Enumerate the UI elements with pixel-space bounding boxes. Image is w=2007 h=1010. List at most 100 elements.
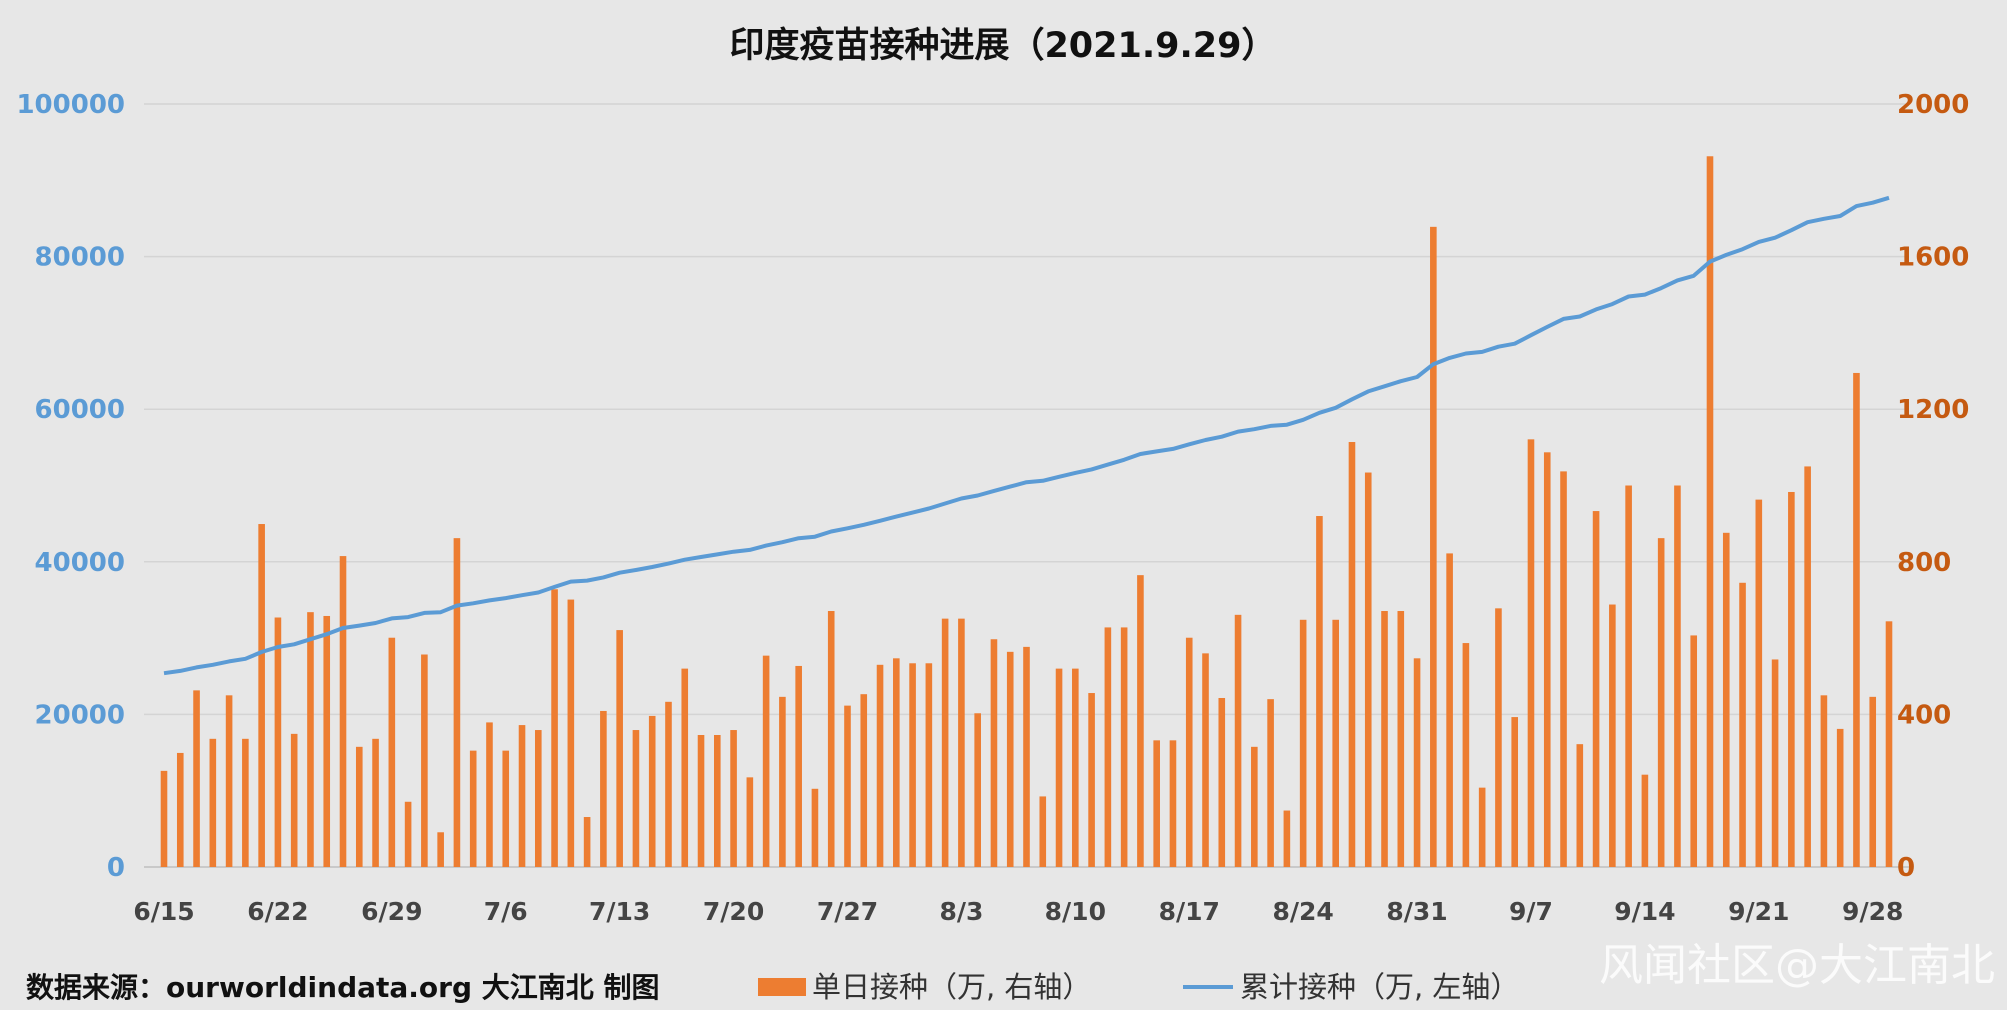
legend-line-label: 累计接种（万, 左轴） xyxy=(1240,970,1519,1004)
left-tick-label: 20000 xyxy=(35,700,125,730)
bar-7/18 xyxy=(697,735,705,867)
bar-8/28 xyxy=(1364,472,1372,867)
x-tick-label: 8/31 xyxy=(1386,897,1447,926)
bar-6/29 xyxy=(388,637,396,867)
bar-7/15 xyxy=(648,715,656,867)
x-axis-ticks: 6/15 6/22 6/29 7/6 7/13 7/20 7/27 8/3 8/10 8/17 8/… xyxy=(133,897,1903,926)
bar-7/3 xyxy=(453,538,461,867)
bar-8/16 xyxy=(1169,740,1177,867)
bar-8/22 xyxy=(1267,699,1274,867)
bar-7/8 xyxy=(534,730,542,867)
bar-6/24 xyxy=(307,612,314,867)
x-tick-label: 8/24 xyxy=(1272,897,1333,926)
bar-9/23 xyxy=(1788,491,1795,867)
bar-7/9 xyxy=(551,589,558,867)
bar-7/14 xyxy=(632,730,640,867)
x-tick-label: 8/17 xyxy=(1159,897,1220,926)
bar-9/27 xyxy=(1853,372,1860,867)
bar-8/3 xyxy=(958,618,965,867)
bar-9/26 xyxy=(1836,728,1844,867)
bar-8/23 xyxy=(1283,810,1291,867)
bar-9/14 xyxy=(1641,774,1649,867)
bar-7/6 xyxy=(502,750,510,867)
right-tick-label: 800 xyxy=(1897,548,1951,578)
x-tick-label: 9/14 xyxy=(1614,897,1675,926)
bar-8/21 xyxy=(1251,746,1258,867)
x-tick-label: 7/27 xyxy=(817,897,878,926)
bar-6/19 xyxy=(225,695,233,867)
bar-9/9 xyxy=(1560,471,1567,867)
bar-7/25 xyxy=(811,788,819,867)
bar-9/19 xyxy=(1722,532,1730,867)
bar-7/12 xyxy=(600,710,607,867)
bar-9/18 xyxy=(1706,156,1714,867)
bar-6/30 xyxy=(404,801,412,867)
bar-8/1 xyxy=(925,663,933,867)
bar-7/26 xyxy=(827,611,835,867)
bar-8/26 xyxy=(1332,619,1339,867)
cumulative-line-group xyxy=(163,195,1890,676)
right-tick-label: 1600 xyxy=(1897,243,1969,273)
bar-6/20 xyxy=(242,738,249,867)
bar-6/23 xyxy=(290,733,298,867)
bar-7/23 xyxy=(779,696,786,867)
bar-7/19 xyxy=(714,735,721,867)
bar-9/1 xyxy=(1430,226,1437,867)
left-tick-label: 60000 xyxy=(35,395,125,425)
bar-9/15 xyxy=(1657,538,1665,867)
left-tick-label: 80000 xyxy=(35,243,125,273)
bar-9/7 xyxy=(1527,439,1535,867)
bar-8/11 xyxy=(1088,693,1095,867)
bar-6/16 xyxy=(176,752,184,867)
bar-9/16 xyxy=(1674,485,1681,867)
bar-8/30 xyxy=(1397,611,1405,867)
bar-9/6 xyxy=(1511,717,1519,867)
bar-8/12 xyxy=(1104,627,1112,867)
x-tick-label: 7/6 xyxy=(484,897,528,926)
bar-7/5 xyxy=(486,722,493,867)
bar-8/20 xyxy=(1234,614,1242,867)
x-tick-label: 6/29 xyxy=(361,897,422,926)
right-tick-label: 1200 xyxy=(1897,395,1969,425)
bar-7/13 xyxy=(616,630,623,867)
bar-8/2 xyxy=(941,618,949,867)
bar-8/13 xyxy=(1120,627,1128,867)
bar-7/21 xyxy=(746,777,754,867)
legend-bar-swatch xyxy=(758,978,806,996)
x-tick-label: 6/22 xyxy=(247,897,308,926)
bar-9/11 xyxy=(1592,511,1600,867)
bar-8/14 xyxy=(1137,575,1144,867)
x-tick-label: 8/3 xyxy=(939,897,983,926)
bar-8/5 xyxy=(990,639,998,867)
bar-8/25 xyxy=(1316,516,1323,867)
bar-9/25 xyxy=(1820,695,1828,867)
daily-bars xyxy=(160,156,1893,867)
bar-9/3 xyxy=(1462,643,1470,867)
bar-9/29 xyxy=(1885,621,1893,867)
bar-7/29 xyxy=(876,664,884,867)
bar-8/6 xyxy=(1006,651,1014,867)
bar-6/15 xyxy=(160,770,168,867)
bar-7/11 xyxy=(583,817,591,867)
right-tick-label: 0 xyxy=(1897,853,1915,883)
bar-9/12 xyxy=(1609,604,1616,867)
bar-7/22 xyxy=(762,655,770,867)
x-tick-label: 9/28 xyxy=(1842,897,1903,926)
bar-9/10 xyxy=(1576,744,1584,867)
x-tick-label: 9/7 xyxy=(1509,897,1553,926)
bar-9/13 xyxy=(1625,485,1632,867)
bar-9/17 xyxy=(1690,635,1698,867)
bar-8/27 xyxy=(1348,442,1356,867)
legend-bar-label: 单日接种（万, 右轴） xyxy=(812,970,1091,1004)
bar-6/25 xyxy=(323,615,331,867)
bar-9/20 xyxy=(1739,582,1746,867)
bar-9/5 xyxy=(1495,608,1502,867)
bar-9/4 xyxy=(1478,787,1486,867)
x-tick-label: 7/13 xyxy=(589,897,650,926)
bar-6/18 xyxy=(209,738,217,867)
bar-8/24 xyxy=(1299,619,1307,867)
bar-6/26 xyxy=(339,556,347,867)
bar-7/27 xyxy=(844,705,851,867)
bar-6/28 xyxy=(372,738,379,867)
